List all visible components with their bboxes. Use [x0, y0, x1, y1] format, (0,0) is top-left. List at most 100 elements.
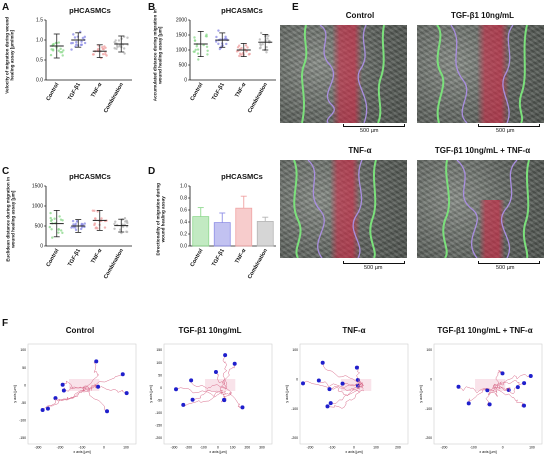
track-endpoint — [528, 374, 533, 379]
panel-c-chart: 0 500 1000 1500 Control TGF-β1 TNF-α Combinatio… — [32, 184, 132, 280]
y-tick-label: 0.8 — [180, 196, 187, 202]
data-point — [94, 217, 97, 220]
data-point — [72, 33, 75, 36]
panel-letter-c: C — [2, 166, 10, 177]
category-label: TGF-β1 — [67, 248, 82, 268]
data-point — [118, 45, 121, 48]
micrograph-tnf-overlay — [293, 160, 377, 258]
data-point — [62, 49, 65, 52]
track-endpoint — [456, 384, 461, 389]
y-tick-label: 0.4 — [180, 220, 187, 226]
data-point — [240, 53, 243, 56]
data-point — [79, 227, 83, 231]
y-tick-label: 0 — [40, 244, 43, 250]
data-point — [70, 48, 73, 51]
track-x-tick: 100 — [529, 446, 535, 450]
data-point — [101, 52, 105, 56]
data-point — [125, 230, 128, 233]
track-endpoint — [213, 369, 218, 374]
track-y-tick: -150 — [155, 424, 162, 428]
panel-d-chart: 0.0 0.2 0.4 0.6 0.8 1.0 Control TGF-β1 TNF-α Comb… — [180, 184, 276, 280]
data-point — [217, 29, 220, 32]
track-y-tick: -150 — [19, 436, 26, 440]
data-point — [197, 58, 200, 61]
track-endpoint — [485, 388, 490, 393]
data-point — [59, 229, 63, 232]
track-x-tick: -100 — [79, 446, 86, 450]
track-endpoint — [60, 382, 65, 387]
data-point — [215, 35, 218, 39]
panel-a-ylabel: Velocity of migration during wound heali… — [4, 16, 15, 94]
panel-letter-b: B — [148, 2, 156, 13]
data-point — [71, 41, 74, 45]
category-label: TNF-α — [90, 247, 103, 264]
track-title-tgf: TGF-β1 10ng/mL — [178, 326, 242, 335]
track-frame — [27, 343, 137, 445]
data-point — [70, 226, 73, 229]
track-endpoint — [45, 406, 50, 411]
data-point — [196, 52, 200, 55]
data-point — [202, 43, 205, 47]
data-point — [193, 50, 196, 53]
micrograph-control-overlay — [301, 25, 385, 123]
micrograph-title-tgf: TGF-β1 10ng/mL — [450, 11, 515, 20]
track-endpoint — [320, 360, 325, 365]
scalebar-tgf — [478, 124, 540, 127]
cell-track — [84, 388, 108, 412]
track-endpoint — [96, 384, 101, 389]
data-point — [225, 37, 228, 40]
data-point — [123, 52, 126, 55]
data-point — [57, 49, 61, 52]
track-plot-tnf: 100 0 -100 -200 -200 -100 0 100 200 x axis [µm] y … — [285, 343, 409, 454]
track-x-tick: -200 — [57, 446, 64, 450]
category-label: Combination — [103, 81, 125, 114]
track-endpoint — [500, 371, 505, 376]
category-label: Control — [190, 82, 205, 102]
panel-letter-d: D — [148, 166, 156, 177]
track-x-tick: 300 — [259, 446, 265, 450]
y-tick-label: 0 — [184, 78, 187, 84]
track-endpoint — [61, 388, 66, 393]
category-label: TGF-β1 — [211, 82, 226, 102]
panel-c-ylabel: Euclidean distance during migration in w… — [5, 176, 16, 262]
data-point — [72, 223, 75, 226]
data-point — [96, 210, 99, 213]
data-point — [115, 47, 118, 51]
data-point — [91, 53, 95, 56]
data-point — [246, 46, 249, 49]
track-x-tick: 100 — [230, 446, 236, 450]
y-tick-label: 1.0 — [180, 184, 187, 190]
data-point — [259, 31, 263, 35]
cell-track — [190, 380, 227, 390]
track-y-tick: 100 — [156, 361, 162, 365]
micrograph-tnf — [280, 160, 407, 258]
track-x-label: x axis [µm] — [209, 450, 226, 454]
track-endpoint — [316, 378, 321, 383]
track-endpoint — [105, 409, 110, 414]
data-point — [261, 42, 264, 46]
track-endpoint — [174, 387, 179, 392]
data-point — [49, 53, 53, 57]
data-point — [75, 40, 78, 44]
data-point — [217, 42, 220, 46]
panel-letter-f: F — [2, 318, 9, 329]
panel-a-title: pHCASMCs — [69, 6, 111, 15]
track-endpoint — [522, 381, 527, 386]
micrograph-tgf — [417, 25, 544, 123]
y-tick-label: 0.5 — [36, 58, 43, 64]
track-x-tick: -200 — [441, 446, 448, 450]
panel-letter-a: A — [2, 2, 10, 13]
track-endpoint — [120, 372, 125, 377]
data-point — [76, 35, 80, 38]
data-point — [224, 35, 227, 38]
track-y-tick: 0 — [296, 378, 298, 382]
track-y-tick: -100 — [19, 419, 26, 423]
track-plot-tgf: 150 100 50 0 -50 -100 -150 -200 -300 -200 -100 0 100… — [149, 343, 273, 454]
data-point — [80, 43, 84, 46]
data-point — [264, 39, 267, 42]
data-point — [120, 231, 123, 235]
track-endpoint — [327, 387, 332, 392]
category-label: TGF-β1 — [211, 248, 226, 268]
data-point — [113, 222, 116, 226]
data-point — [83, 222, 86, 225]
